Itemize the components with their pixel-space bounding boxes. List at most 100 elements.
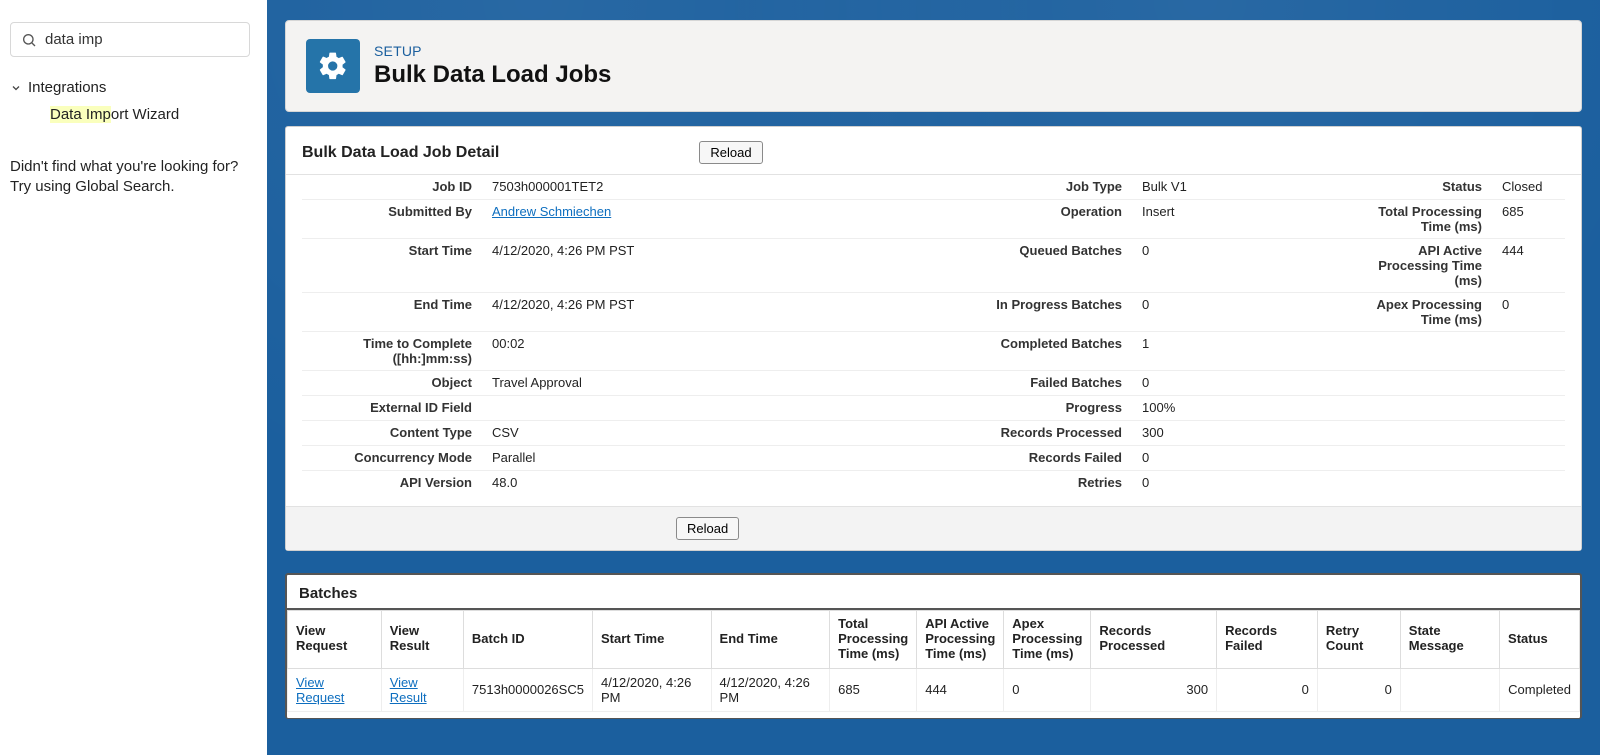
val-queued-batches: 0 bbox=[1142, 243, 1362, 258]
tree-category-integrations[interactable]: Integrations bbox=[10, 75, 257, 100]
tree-item-rest: ort Wizard bbox=[111, 106, 179, 123]
batches-table: View Request View Result Batch ID Start … bbox=[287, 610, 1580, 712]
val-job-id: 7503h000001TET2 bbox=[492, 179, 832, 194]
main-area: SETUP Bulk Data Load Jobs Bulk Data Load… bbox=[267, 0, 1600, 755]
batches-title: Batches bbox=[287, 575, 1580, 610]
val-job-type: Bulk V1 bbox=[1142, 179, 1362, 194]
cell-api-active: 444 bbox=[917, 668, 1004, 711]
lbl-failed-batches: Failed Batches bbox=[832, 375, 1142, 390]
lbl-apex-processing: Apex Processing Time (ms) bbox=[1362, 297, 1502, 327]
chevron-down-icon bbox=[10, 82, 22, 94]
lbl-end-time: End Time bbox=[302, 297, 492, 312]
col-view-result: View Result bbox=[381, 611, 463, 669]
lbl-in-progress: In Progress Batches bbox=[832, 297, 1142, 312]
sidebar-search[interactable] bbox=[10, 22, 250, 57]
lbl-submitted-by: Submitted By bbox=[302, 204, 492, 219]
col-total-processing: Total Processing Time (ms) bbox=[830, 611, 917, 669]
col-batch-id: Batch ID bbox=[463, 611, 592, 669]
val-start-time: 4/12/2020, 4:26 PM PST bbox=[492, 243, 832, 258]
val-records-failed: 0 bbox=[1142, 450, 1362, 465]
cell-total-processing: 685 bbox=[830, 668, 917, 711]
col-view-request: View Request bbox=[288, 611, 382, 669]
tree-category-label: Integrations bbox=[28, 79, 106, 96]
val-retries: 0 bbox=[1142, 475, 1362, 490]
val-apex-processing: 0 bbox=[1502, 297, 1600, 312]
lbl-records-failed: Records Failed bbox=[832, 450, 1142, 465]
reload-button-top[interactable]: Reload bbox=[699, 141, 762, 164]
lbl-job-type: Job Type bbox=[832, 179, 1142, 194]
val-submitted-by: Andrew Schmiechen bbox=[492, 204, 832, 219]
lbl-progress: Progress bbox=[832, 400, 1142, 415]
lbl-start-time: Start Time bbox=[302, 243, 492, 258]
lbl-completed-batches: Completed Batches bbox=[832, 336, 1142, 351]
cell-apex-processing: 0 bbox=[1004, 668, 1091, 711]
lbl-queued-batches: Queued Batches bbox=[832, 243, 1142, 258]
col-start-time: Start Time bbox=[592, 611, 711, 669]
val-api-version: 48.0 bbox=[492, 475, 832, 490]
lbl-api-version: API Version bbox=[302, 475, 492, 490]
cell-batch-id: 7513h0000026SC5 bbox=[463, 668, 592, 711]
detail-panel-title: Bulk Data Load Job Detail bbox=[302, 144, 499, 162]
cell-state-message bbox=[1400, 668, 1499, 711]
col-records-failed: Records Failed bbox=[1217, 611, 1318, 669]
not-found-hint: Didn't find what you're looking for? Try… bbox=[10, 157, 257, 198]
val-content-type: CSV bbox=[492, 425, 832, 440]
header-eyebrow: SETUP bbox=[374, 43, 611, 59]
tree-item-data-import-wizard[interactable]: Data Import Wizard bbox=[10, 100, 257, 129]
not-found-line1: Didn't find what you're looking for? bbox=[10, 157, 257, 177]
lbl-api-active: API Active Processing Time (ms) bbox=[1362, 243, 1502, 288]
col-end-time: End Time bbox=[711, 611, 830, 669]
cell-end-time: 4/12/2020, 4:26 PM bbox=[711, 668, 830, 711]
cell-records-failed: 0 bbox=[1217, 668, 1318, 711]
lbl-operation: Operation bbox=[832, 204, 1142, 219]
val-completed-batches: 1 bbox=[1142, 336, 1362, 351]
lbl-external-id: External ID Field bbox=[302, 400, 492, 415]
batches-header-row: View Request View Result Batch ID Start … bbox=[288, 611, 1580, 669]
val-in-progress: 0 bbox=[1142, 297, 1362, 312]
col-api-active: API Active Processing Time (ms) bbox=[917, 611, 1004, 669]
col-retry-count: Retry Count bbox=[1317, 611, 1400, 669]
val-end-time: 4/12/2020, 4:26 PM PST bbox=[492, 297, 832, 312]
cell-retry-count: 0 bbox=[1317, 668, 1400, 711]
reload-button-bottom[interactable]: Reload bbox=[676, 517, 739, 540]
search-icon bbox=[21, 32, 37, 48]
cell-records-processed: 300 bbox=[1091, 668, 1217, 711]
val-api-active: 444 bbox=[1502, 243, 1600, 258]
lbl-retries: Retries bbox=[832, 475, 1142, 490]
lbl-job-id: Job ID bbox=[302, 179, 492, 194]
batches-row: View Request View Result 7513h0000026SC5… bbox=[288, 668, 1580, 711]
val-total-processing: 685 bbox=[1502, 204, 1600, 219]
lbl-object: Object bbox=[302, 375, 492, 390]
sidebar-search-input[interactable] bbox=[45, 31, 239, 48]
col-status: Status bbox=[1500, 611, 1580, 669]
val-records-processed: 300 bbox=[1142, 425, 1362, 440]
cell-start-time: 4/12/2020, 4:26 PM bbox=[592, 668, 711, 711]
batches-panel: Batches View Request View Result Batch I… bbox=[285, 573, 1582, 719]
lbl-concurrency: Concurrency Mode bbox=[302, 450, 492, 465]
tree-item-highlight: Data Imp bbox=[50, 106, 111, 123]
job-detail-panel: Bulk Data Load Job Detail Reload Job ID … bbox=[285, 126, 1582, 551]
gear-icon bbox=[306, 39, 360, 93]
val-failed-batches: 0 bbox=[1142, 375, 1362, 390]
setup-sidebar: Integrations Data Import Wizard Didn't f… bbox=[0, 0, 267, 755]
val-time-to-complete: 00:02 bbox=[492, 336, 832, 351]
val-status: Closed bbox=[1502, 179, 1600, 194]
lbl-content-type: Content Type bbox=[302, 425, 492, 440]
page-header: SETUP Bulk Data Load Jobs bbox=[285, 20, 1582, 112]
cell-status: Completed bbox=[1500, 668, 1580, 711]
val-operation: Insert bbox=[1142, 204, 1362, 219]
page-title: Bulk Data Load Jobs bbox=[374, 61, 611, 89]
col-records-processed: Records Processed bbox=[1091, 611, 1217, 669]
val-progress: 100% bbox=[1142, 400, 1362, 415]
col-state-message: State Message bbox=[1400, 611, 1499, 669]
not-found-line2: Try using Global Search. bbox=[10, 177, 257, 197]
lbl-status: Status bbox=[1362, 179, 1502, 194]
lbl-records-processed: Records Processed bbox=[832, 425, 1142, 440]
view-request-link[interactable]: View Request bbox=[296, 675, 344, 705]
col-apex-processing: Apex Processing Time (ms) bbox=[1004, 611, 1091, 669]
lbl-time-to-complete: Time to Complete ([hh:]mm:ss) bbox=[302, 336, 492, 366]
val-object: Travel Approval bbox=[492, 375, 832, 390]
lbl-total-processing: Total Processing Time (ms) bbox=[1362, 204, 1502, 234]
view-result-link[interactable]: View Result bbox=[390, 675, 427, 705]
submitted-by-link[interactable]: Andrew Schmiechen bbox=[492, 204, 611, 219]
